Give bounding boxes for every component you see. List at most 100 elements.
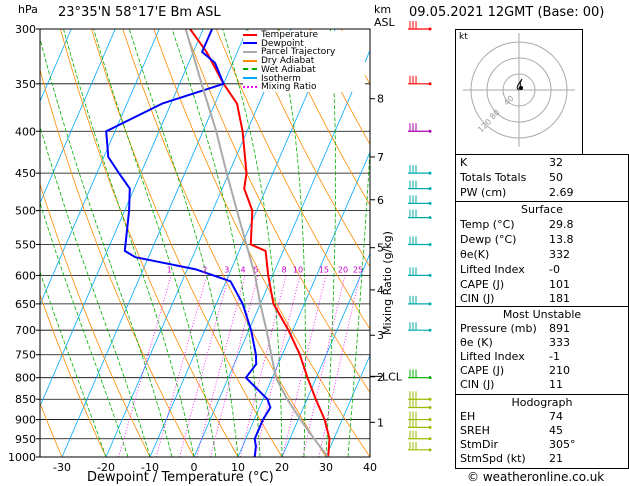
legend-item: Dry Adiabat (243, 57, 314, 66)
legend-item: Temperature (243, 31, 318, 40)
most-unstable-title: Most Unstable (502, 308, 582, 321)
surface-dewp-value: 13.8 (549, 233, 574, 246)
mu-thetae-label: θe (K) (460, 336, 493, 349)
hodo-trace (516, 78, 523, 91)
mu-li-label: Lifted Index (460, 350, 525, 363)
wet-adiabat (63, 29, 195, 457)
wind-barb-dot (428, 201, 432, 205)
legend-label: Dry Adiabat (261, 56, 315, 67)
hodo-eh-label: EH (460, 410, 476, 423)
wind-barb-dot (428, 27, 432, 31)
wet-adiabat (40, 36, 173, 457)
mixing-ratio-label: 1 (167, 265, 172, 274)
surface-li-value: -0 (549, 263, 560, 276)
wind-barb-dot (428, 302, 432, 306)
temp-tick-label: 10 (231, 461, 245, 474)
mixing-ratio-line (196, 275, 246, 457)
mu-pressure-label: Pressure (mb) (460, 322, 537, 335)
isotherm (149, 29, 336, 457)
hodo-eh-value: 74 (549, 410, 563, 423)
legend: Temperature Dewpoint Parcel Trajectory Dry … (243, 31, 365, 92)
surface-li-label: Lifted Index (460, 263, 525, 276)
km-tick-label: 1 (377, 416, 384, 429)
dry-adiabat (184, 29, 370, 394)
isotherm (281, 252, 370, 457)
legend-label: Wet Adiabat (261, 64, 316, 75)
indices-box: K 32 Totals Totals 50 PW (cm) 2.69 (455, 154, 629, 203)
wet-adiabat (277, 29, 306, 457)
km-label: km (374, 3, 392, 16)
mixing-ratio-line (318, 275, 361, 457)
x-axis-label: Dewpoint / Temperature (°C) (87, 470, 274, 485)
wet-adiabat (347, 143, 370, 457)
pressure-tick-label: 950 (15, 433, 36, 446)
legend-item: Isotherm (243, 73, 301, 84)
pressure-tick-label: 450 (15, 167, 36, 180)
asl-label: ASL (374, 16, 395, 29)
dry-adiabat (40, 402, 63, 457)
hodo-sreh-value: 45 (549, 424, 563, 437)
surface-title: Surface (521, 203, 563, 216)
mixing-ratio-label: 20 (338, 265, 348, 274)
hodograph-indices-title: Hodograph (511, 396, 573, 409)
km-tick-label: 6 (377, 194, 384, 207)
pressure-tick-label: 300 (15, 23, 36, 36)
legend-label: Dewpoint (261, 38, 304, 49)
wet-adiabat (40, 270, 107, 457)
wet-adiabat (171, 29, 261, 457)
mixing-ratio-line (239, 275, 287, 457)
mu-cape-label: CAPE (J) (460, 364, 505, 377)
km-tick-label: 7 (377, 151, 384, 164)
index-tt-label: Totals Totals (460, 171, 527, 184)
pressure-tick-label: 700 (15, 324, 36, 337)
legend-label: Temperature (261, 30, 319, 40)
mixing-ratio-line (155, 275, 208, 457)
hodo-sreh-label: SREH (460, 424, 490, 437)
mixing-ratio-line (282, 275, 327, 457)
wind-barb-dot (428, 82, 432, 86)
date-title: 09.05.2021 12GMT (Base: 00) (409, 5, 605, 20)
legend-label: Isotherm (261, 73, 301, 84)
hodo-stmdir-value: 305° (549, 438, 576, 451)
legend-swatch (243, 42, 257, 45)
legend-item: Wet Adiabat (243, 64, 316, 75)
wet-adiabat (222, 29, 283, 457)
mu-cin-label: CIN (J) (460, 378, 495, 391)
wet-adiabat (40, 201, 129, 457)
mixing-ratio-line (118, 275, 172, 457)
mixing-ratio-line (302, 275, 346, 457)
wind-barb-dot (428, 376, 432, 380)
legend-swatch (243, 85, 257, 88)
hodo-stmspd-value: 21 (549, 452, 563, 465)
wind-barb-dot (428, 448, 432, 452)
dry-adiabat (247, 29, 370, 268)
index-tt-value: 50 (549, 171, 563, 184)
mu-pressure-value: 891 (549, 322, 570, 335)
surface-thetae-value: 332 (549, 248, 570, 261)
km-tick-label: 4 (377, 284, 384, 297)
surface-cape-label: CAPE (J) (460, 278, 505, 291)
legend-item: Parcel Trajectory (243, 48, 335, 57)
legend-item: Mixing Ratio (243, 83, 316, 92)
wind-barb-dot (428, 437, 432, 441)
mixing-ratio-label: 3 (224, 265, 229, 274)
dry-adiabat (40, 183, 151, 457)
wind-barb-dot (428, 328, 432, 332)
mixing-ratio-axis-label: Mixing Ratio (g/kg) (381, 231, 394, 335)
location-title: 23°35'N 58°17'E Bm ASL (58, 5, 221, 20)
isotherm (237, 151, 370, 457)
surface-cin-value: 181 (549, 292, 570, 305)
pressure-tick-label: 750 (15, 349, 36, 362)
wet-adiabat (128, 29, 239, 457)
most-unstable-box: Most Unstable Pressure (mb) 891 θe (K) 333… (455, 306, 629, 396)
km-tick-label: 2 (377, 371, 384, 384)
temp-tick-label: 30 (319, 461, 333, 474)
surface-temp-value: 29.8 (549, 218, 574, 231)
surface-cape-value: 101 (549, 278, 570, 291)
temp-tick-label: -20 (97, 461, 115, 474)
pressure-tick-label: 650 (15, 298, 36, 311)
mixing-ratio-line (210, 275, 259, 457)
pressure-tick-label: 800 (15, 372, 36, 385)
copyright[interactable]: © weatheronline.co.uk (467, 470, 605, 484)
